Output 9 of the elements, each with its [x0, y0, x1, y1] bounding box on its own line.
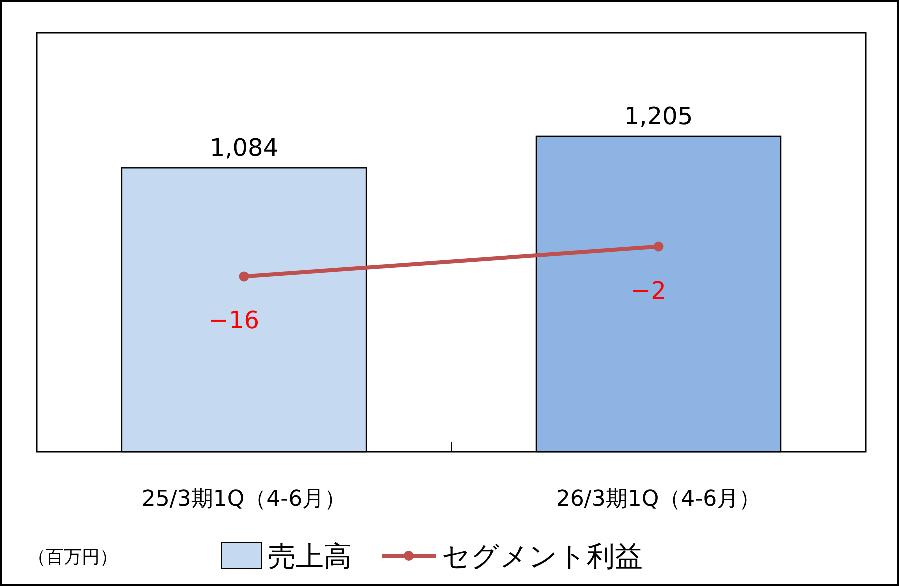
legend-label: セグメント利益: [442, 540, 643, 573]
x-tick-label: 25/3期1Q（4-6月）: [142, 487, 347, 512]
text: （百万円）: [28, 547, 118, 568]
legend-label: 売上高: [268, 540, 352, 573]
data-label: −16: [208, 306, 260, 335]
data-label: 1,205: [624, 102, 694, 130]
data-label: −2: [631, 276, 666, 305]
data-label: 1,084: [210, 134, 279, 162]
x-tick-label: 26/3期1Q（4-6月）: [556, 487, 762, 512]
